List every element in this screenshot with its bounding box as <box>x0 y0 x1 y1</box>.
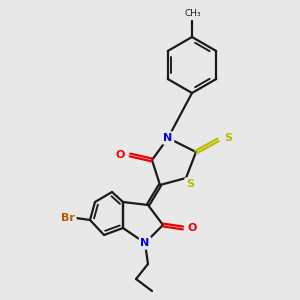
Text: O: O <box>188 223 197 233</box>
Text: S: S <box>186 179 194 189</box>
Text: CH₃: CH₃ <box>185 9 201 18</box>
Text: N: N <box>164 133 172 143</box>
Text: N: N <box>140 238 150 248</box>
Text: S: S <box>224 133 232 143</box>
Text: O: O <box>116 150 125 160</box>
Text: Br: Br <box>61 213 75 223</box>
